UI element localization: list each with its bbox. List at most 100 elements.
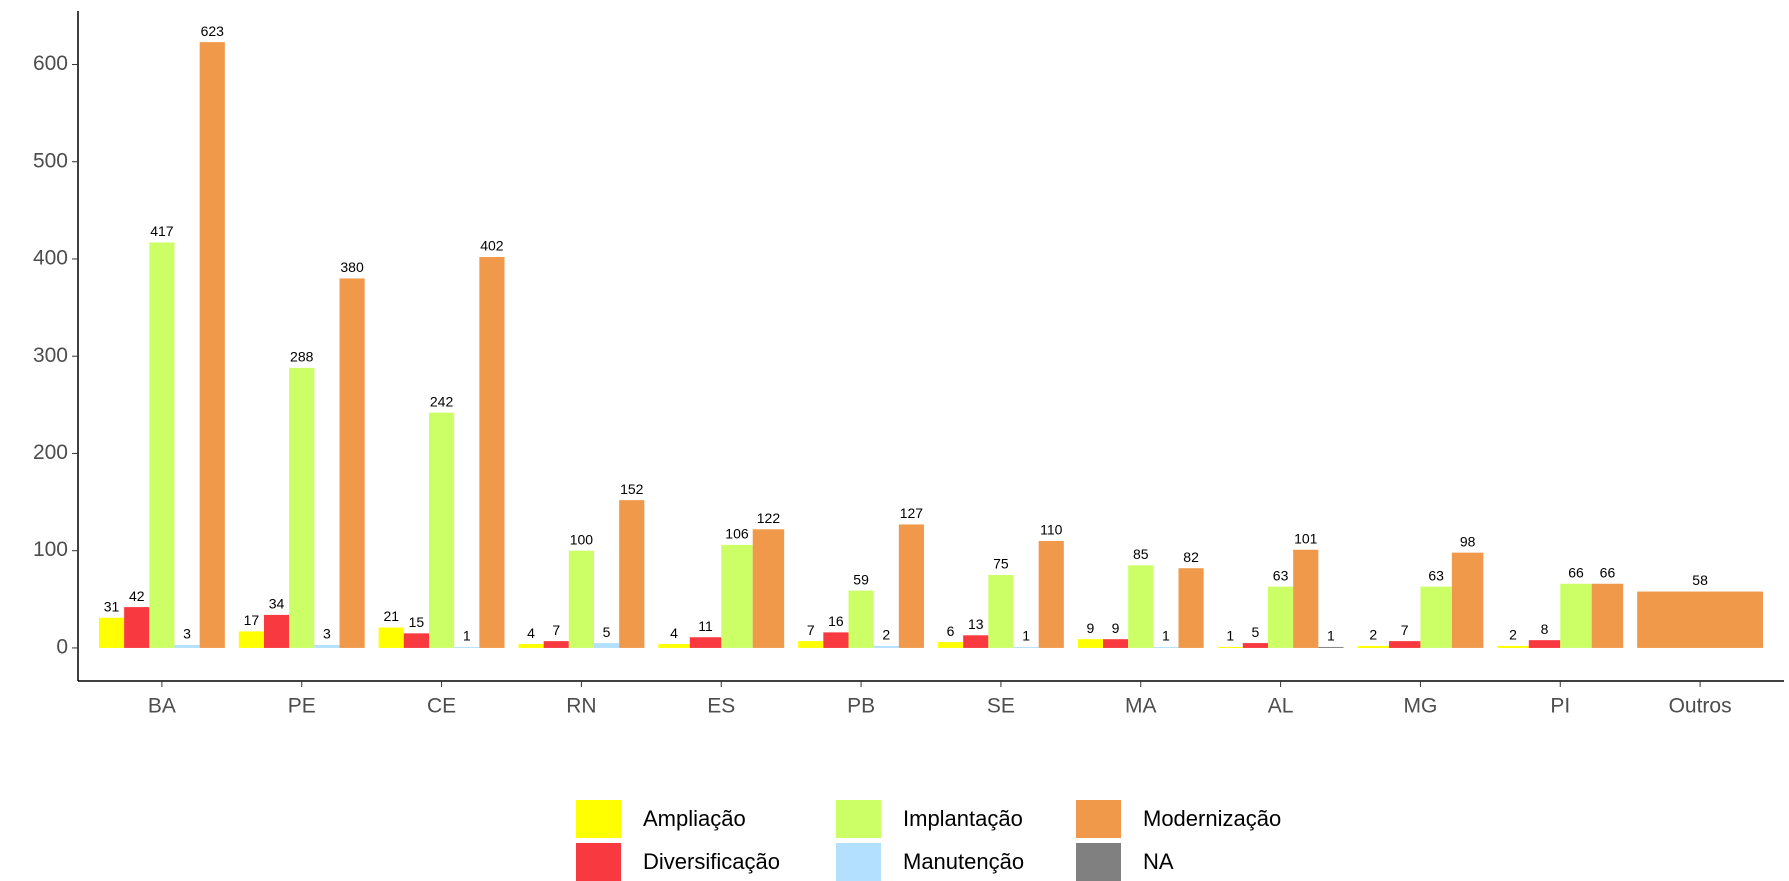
value-label: 1: [463, 628, 471, 644]
bar: [1497, 645, 1529, 648]
value-label: 7: [1401, 622, 1409, 638]
bar: [314, 645, 340, 648]
bar: [1038, 540, 1064, 648]
value-label: 1: [1162, 628, 1170, 644]
value-label: 11: [698, 618, 713, 634]
bar: [1420, 586, 1452, 648]
value-label: 7: [807, 622, 815, 638]
value-label: 34: [269, 596, 285, 612]
bar: [619, 500, 645, 648]
legend-key: [576, 800, 621, 838]
value-label: 3: [183, 626, 191, 642]
bar: [988, 575, 1014, 648]
legend-label: Modernização: [1143, 806, 1281, 831]
value-label: 17: [244, 612, 260, 628]
value-label: 85: [1133, 546, 1149, 562]
bar: [898, 524, 925, 648]
value-label: 9: [1112, 620, 1120, 636]
legend-key: [836, 843, 881, 881]
value-label: 2: [882, 627, 890, 643]
bar: [937, 642, 964, 648]
value-label: 4: [670, 625, 678, 641]
y-tick-label: 600: [33, 52, 68, 75]
bar: [428, 412, 455, 648]
bar: [199, 42, 225, 648]
value-label: 75: [993, 556, 1009, 572]
bar: [1153, 646, 1179, 648]
bar: [378, 627, 404, 648]
bar: [1102, 639, 1129, 648]
value-label: 4: [527, 625, 535, 641]
value-label: 16: [828, 613, 844, 629]
value-label: 2: [1369, 627, 1377, 643]
value-label: 402: [480, 238, 504, 254]
bar: [721, 544, 753, 648]
legend-key: [836, 800, 881, 838]
value-label: 127: [900, 505, 924, 521]
x-tick-label: MG: [1404, 695, 1438, 718]
bar: [963, 635, 989, 648]
bar: [1451, 552, 1484, 648]
y-tick-label: 500: [33, 149, 68, 172]
y-tick-label: 200: [33, 441, 68, 464]
bar: [403, 633, 429, 648]
value-label: 58: [1692, 572, 1708, 588]
x-tick-label: PB: [847, 695, 875, 718]
bar: [1528, 640, 1561, 648]
bar: [1013, 646, 1039, 648]
x-tick-label: Outros: [1669, 695, 1732, 718]
bar: [98, 617, 125, 648]
bar: [454, 646, 480, 648]
value-label: 21: [383, 608, 399, 624]
value-label: 152: [620, 481, 644, 497]
value-label: 417: [150, 223, 174, 239]
bar: [1357, 645, 1389, 648]
value-label: 110: [1040, 522, 1063, 538]
value-label: 3: [323, 626, 331, 642]
value-label: 1: [1022, 628, 1030, 644]
y-tick-label: 100: [33, 538, 68, 561]
bar: [752, 529, 785, 648]
value-label: 82: [1183, 549, 1199, 565]
bar: [1242, 643, 1269, 648]
value-label: 59: [853, 571, 869, 587]
value-label: 98: [1460, 533, 1476, 549]
value-label: 100: [570, 531, 594, 547]
value-label: 623: [201, 23, 225, 39]
y-tick-label: 400: [33, 247, 68, 270]
x-tick-label: ES: [707, 695, 735, 718]
bar: [848, 590, 874, 648]
legend-label: NA: [1143, 849, 1174, 874]
bar: [873, 645, 899, 648]
bar: [124, 607, 150, 648]
value-label: 63: [1273, 567, 1289, 583]
bar: [1560, 583, 1592, 648]
bar: [289, 367, 315, 648]
value-label: 101: [1294, 530, 1318, 546]
bar: [174, 645, 200, 648]
bar: [518, 644, 544, 648]
value-label: 7: [552, 622, 560, 638]
bar: [1637, 591, 1764, 648]
value-label: 13: [968, 616, 984, 632]
bar: [568, 550, 594, 648]
bar: [339, 278, 365, 648]
bar: [479, 257, 505, 648]
y-tick-label: 300: [33, 344, 68, 367]
x-tick-label: AL: [1268, 695, 1294, 718]
value-label: 63: [1428, 567, 1444, 583]
value-label: 1: [1327, 628, 1335, 644]
bar: [593, 643, 620, 648]
x-tick-label: MA: [1125, 695, 1157, 718]
value-label: 9: [1087, 620, 1095, 636]
x-tick-label: CE: [427, 695, 456, 718]
x-tick-label: PI: [1550, 695, 1570, 718]
bar: [263, 614, 290, 648]
value-label: 8: [1541, 621, 1549, 637]
value-label: 15: [409, 614, 425, 630]
legend-key: [576, 843, 621, 881]
bar: [658, 644, 690, 648]
legend-label: Diversificação: [643, 849, 780, 874]
bar: [1128, 565, 1154, 648]
